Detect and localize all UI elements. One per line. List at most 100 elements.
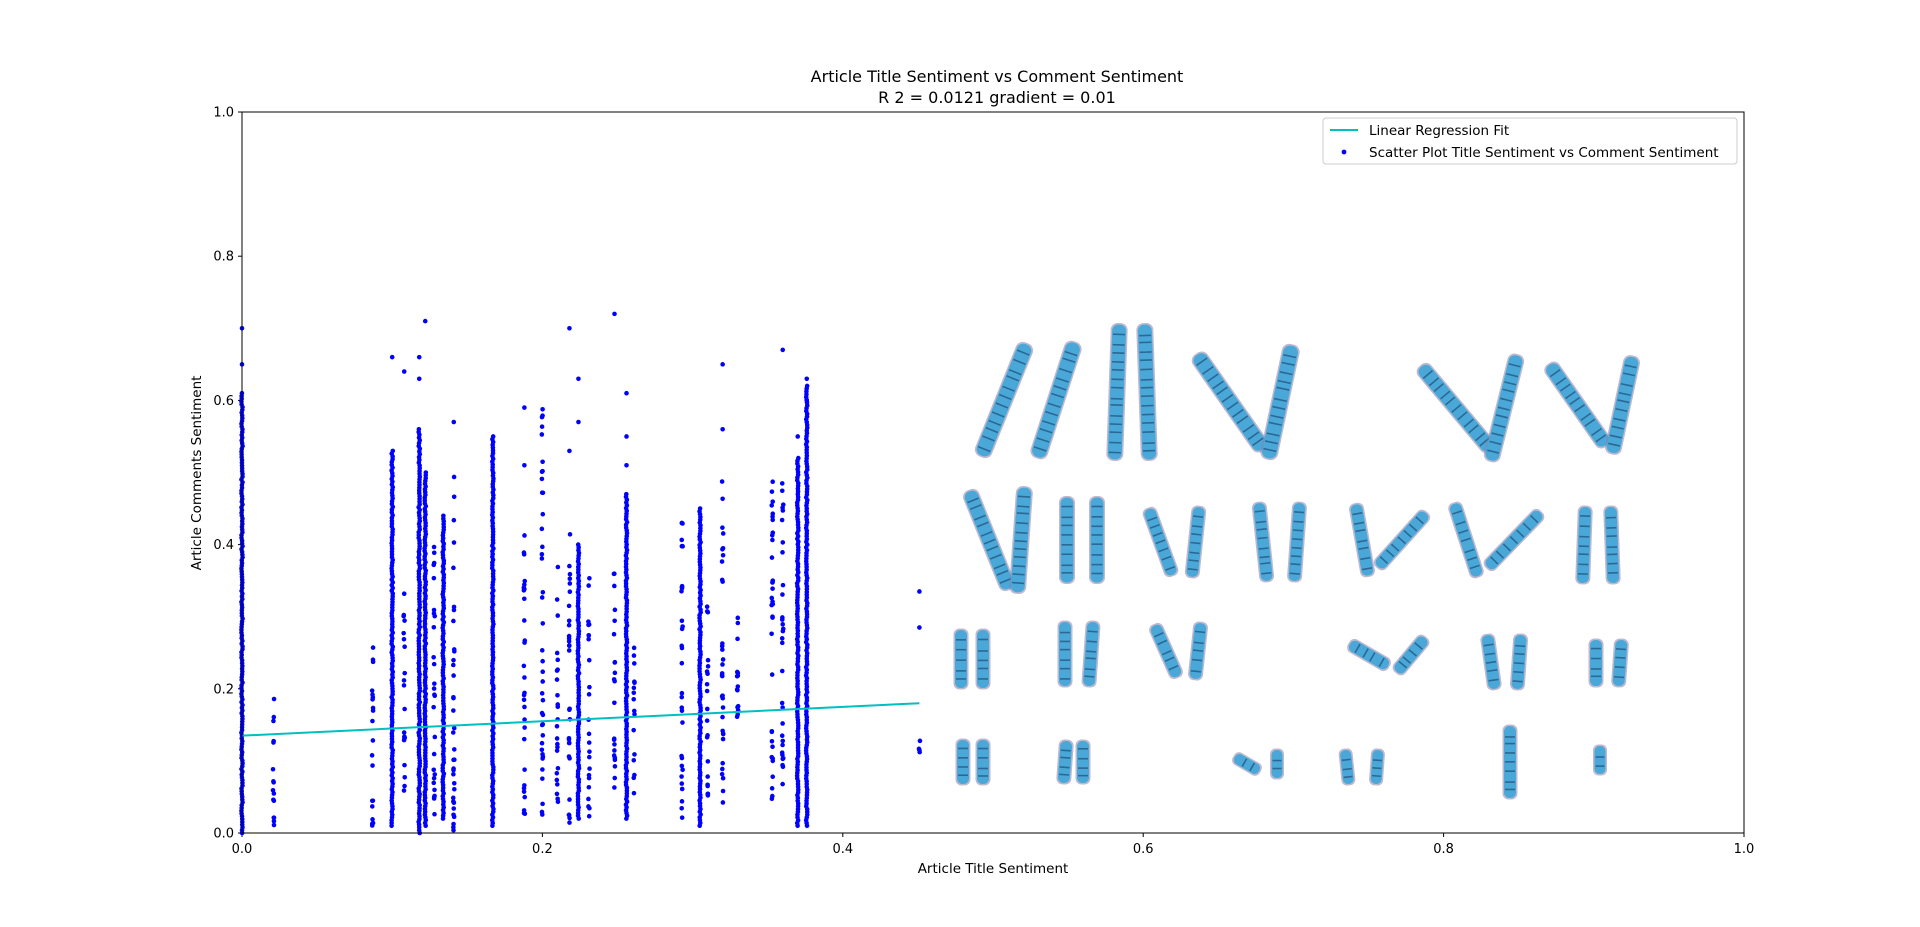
scatter-point [522, 811, 528, 817]
scatter-point [705, 657, 711, 663]
scatter-point [540, 776, 545, 781]
scatter-point [735, 684, 741, 689]
scatter-point [576, 376, 581, 382]
scatter-point [586, 731, 592, 737]
chromosome [1448, 501, 1484, 579]
scatter-point [735, 620, 741, 626]
scatter-point [555, 613, 561, 618]
scatter-point [779, 700, 785, 706]
chromosome [1057, 620, 1073, 688]
scatter-point [631, 690, 637, 696]
scatter-point [780, 347, 786, 353]
scatter-point [522, 533, 527, 538]
scatter-point [522, 690, 527, 696]
scatter-point [679, 537, 685, 543]
scatter-point [451, 662, 456, 668]
scatter-point [769, 532, 775, 538]
scatter-point [679, 781, 685, 786]
scatter-point [451, 725, 457, 731]
chromosome [955, 738, 971, 786]
scatter-point [631, 661, 637, 666]
scatter-point [770, 499, 776, 504]
chromosome [1544, 361, 1611, 449]
scatter-point [402, 706, 407, 712]
scatter-point [522, 725, 527, 730]
chromosome [1191, 351, 1269, 453]
scatter-point [586, 657, 592, 663]
scatter-point [451, 821, 456, 827]
scatter-point [612, 748, 617, 753]
scatter-point [770, 793, 775, 799]
y-tick-label: 0.2 [213, 682, 234, 697]
scatter-point [521, 552, 527, 557]
scatter-point [539, 648, 545, 653]
scatter-point [567, 448, 572, 454]
scatter-point [431, 775, 437, 781]
chromosome [974, 341, 1034, 459]
scatter-point [631, 757, 637, 763]
scatter-point [452, 786, 457, 792]
scatter-point [795, 434, 801, 439]
scatter-point [431, 794, 437, 800]
y-tick-label: 1.0 [213, 106, 234, 121]
chromosome [1009, 486, 1033, 594]
scatter-point [576, 419, 581, 425]
scatter-point [521, 596, 527, 602]
scatter-point [369, 804, 375, 809]
scatter-point [271, 822, 277, 828]
scatter-point [769, 672, 775, 677]
legend: Linear Regression Fit Scatter Plot Title… [1322, 117, 1738, 165]
scatter-point [370, 645, 376, 650]
scatter-point [612, 785, 617, 790]
scatter-point [451, 812, 456, 818]
scatter-point [451, 540, 457, 545]
scatter-point [522, 640, 527, 645]
scatter-point [612, 311, 617, 317]
scatter-point [522, 405, 527, 410]
scatter-point [521, 789, 527, 794]
scatter-point [586, 633, 592, 638]
scatter-point [566, 754, 572, 759]
scatter-point [539, 526, 545, 532]
scatter-point [431, 767, 437, 773]
scatter-point [271, 798, 277, 803]
scatter-point [612, 583, 617, 589]
scatter-point [567, 563, 572, 569]
scatter-point [720, 788, 726, 794]
scatter-point [540, 801, 545, 807]
scatter-point [720, 647, 725, 652]
scatter-point [432, 787, 437, 793]
scatter-point [451, 806, 457, 811]
scatter-point [679, 799, 685, 804]
scatter-point [555, 692, 560, 698]
y-tick-label: 0.4 [213, 538, 234, 553]
x-tick-label: 0.0 [232, 842, 253, 857]
scatter-point [567, 571, 573, 577]
scatter-point [705, 793, 711, 798]
scatter-point [720, 775, 726, 781]
scatter-point [780, 721, 785, 726]
scatter-point [432, 772, 438, 777]
chromosome [1059, 496, 1075, 584]
scatter-point [780, 705, 785, 710]
scatter-point [611, 737, 617, 743]
scatter-point [554, 770, 560, 776]
legend-label-scatter: Scatter Plot Title Sentiment vs Comment … [1369, 145, 1719, 161]
scatter-point [521, 618, 527, 623]
scatter-point [917, 589, 922, 594]
scatter-point [624, 462, 629, 468]
scatter-point [402, 670, 408, 676]
scatter-point [804, 376, 810, 382]
scatter-point [769, 503, 775, 508]
chromosome [1483, 508, 1545, 572]
scatter-point [566, 618, 572, 624]
scatter-point [451, 757, 456, 763]
scatter-point [780, 755, 786, 761]
scatter-point [780, 622, 786, 627]
chart-title: Article Title Sentiment vs Comment Senti… [811, 67, 1184, 86]
scatter-point [566, 643, 572, 648]
scatter-point [540, 658, 545, 664]
scatter-point [401, 683, 407, 688]
chromosome [1347, 638, 1391, 672]
chromosome [1056, 739, 1074, 785]
